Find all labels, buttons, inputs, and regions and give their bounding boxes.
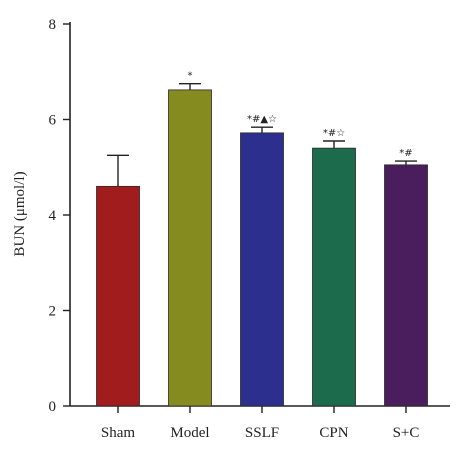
bar-sslf [240, 132, 284, 407]
significance-label: * [188, 71, 193, 82]
x-tick-label: CPN [319, 425, 348, 441]
y-axis: 0 2 4 6 8 [49, 17, 71, 415]
x-tick-label: Model [170, 425, 209, 441]
y-tick-label: 8 [49, 17, 57, 33]
y-tick-label: 4 [49, 208, 57, 224]
bar-s-c [384, 164, 428, 407]
y-axis-label: BUN (μmol/l) [12, 171, 28, 256]
x-axis: Sham Model SSLF CPN S+C [70, 405, 450, 441]
bar-model [168, 89, 212, 407]
y-tick-label: 6 [49, 113, 57, 129]
bar-cpn [312, 147, 356, 407]
x-tick-label: S+C [393, 425, 420, 441]
y-tick-label: 0 [49, 399, 57, 415]
significance-label: *# [399, 148, 412, 159]
significance-label: *#☆ [323, 128, 345, 139]
x-tick-label: SSLF [245, 425, 279, 441]
significance-label: *#▲☆ [247, 114, 277, 125]
y-tick-label: 2 [49, 304, 57, 320]
bars-group: * *#▲☆ *#☆ *# [96, 71, 428, 407]
bar-sham [96, 185, 140, 407]
x-tick-label: Sham [101, 425, 136, 441]
